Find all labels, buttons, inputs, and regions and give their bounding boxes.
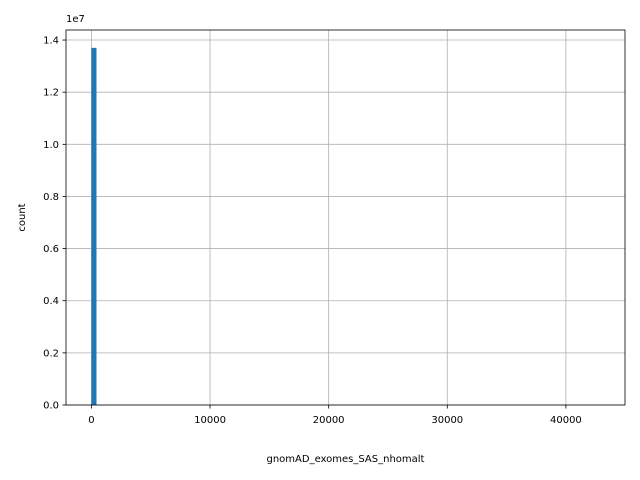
y-tick-label: 1.0 bbox=[43, 140, 59, 151]
x-tick-label: 0 bbox=[88, 415, 94, 426]
y-tick-label: 0.0 bbox=[43, 401, 59, 412]
x-tick-label: 40000 bbox=[550, 415, 582, 426]
y-tick-label: 0.4 bbox=[43, 296, 59, 307]
y-tick-label: 0.6 bbox=[43, 244, 59, 255]
y-axis-label: count bbox=[17, 203, 28, 231]
x-tick-label: 10000 bbox=[194, 415, 226, 426]
axes-frame bbox=[65, 29, 626, 406]
bar bbox=[91, 47, 97, 405]
x-tick-label: 20000 bbox=[313, 415, 345, 426]
y-tick-label: 0.2 bbox=[43, 348, 59, 359]
x-tick-label: 30000 bbox=[431, 415, 463, 426]
grid-layer bbox=[66, 30, 625, 406]
y-tick-label: 0.8 bbox=[43, 192, 59, 203]
y-tick-label: 1.2 bbox=[43, 88, 59, 99]
x-axis-label: gnomAD_exomes_SAS_nhomalt bbox=[267, 454, 425, 465]
y-tick-label: 1.4 bbox=[43, 36, 59, 47]
y-offset-text: 1e7 bbox=[66, 14, 85, 25]
bar-layer bbox=[91, 47, 97, 405]
